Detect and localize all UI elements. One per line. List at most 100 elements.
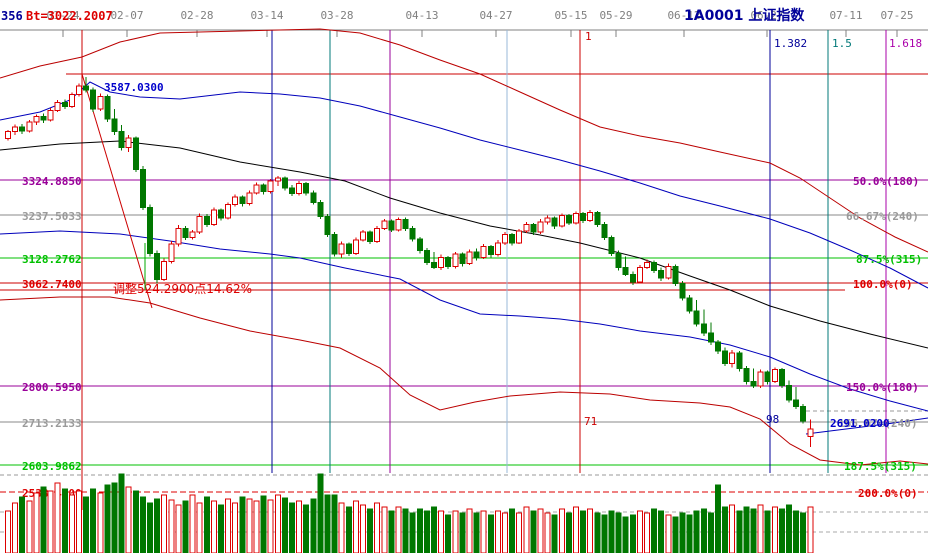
candle-down	[736, 352, 743, 370]
volume-bar	[360, 504, 366, 553]
volume-bar	[636, 510, 643, 553]
volume-bar	[502, 512, 508, 553]
candle-down	[139, 168, 146, 208]
volume-bar	[445, 514, 452, 553]
volume-bar	[125, 486, 132, 553]
adjustment-annotation: 调整524.2900点14.62%	[113, 282, 253, 296]
volume-bar	[402, 508, 409, 553]
candle-up	[452, 253, 459, 267]
fib-percent-label: 66.67%(240)	[846, 210, 919, 223]
candle-down	[317, 201, 324, 217]
candle-down	[651, 261, 658, 271]
volume-bar	[19, 496, 26, 553]
candle-down	[764, 371, 771, 383]
candle-down	[615, 252, 622, 269]
ma-blue-tail	[805, 417, 928, 435]
candle-down	[310, 192, 317, 203]
volume-bar	[416, 508, 423, 553]
volume-bar	[729, 504, 736, 553]
candle-down	[672, 265, 679, 284]
volume-bar	[5, 510, 11, 553]
candle-down	[487, 245, 494, 256]
price-level-label: 2800.5950	[22, 381, 82, 394]
volume-bar	[651, 508, 658, 553]
candle-down	[459, 253, 466, 265]
volume-bar	[736, 510, 743, 553]
candle-down	[260, 184, 267, 193]
date-label: 07-11	[829, 9, 862, 22]
volume-bar	[601, 514, 608, 553]
volume-bar	[154, 498, 161, 553]
candle-down	[324, 215, 331, 236]
volume-bar	[700, 508, 707, 553]
candle-up	[537, 221, 544, 233]
volume-bar	[580, 510, 587, 553]
last-price-label: 2691.0200	[830, 417, 890, 430]
candle-down	[800, 406, 807, 422]
volume-bar	[715, 484, 721, 553]
fib-percent-label: 200.0%(0)	[858, 487, 918, 500]
candle-up	[466, 251, 473, 265]
volume-bar	[367, 508, 374, 553]
candle-up	[494, 242, 501, 256]
candle-down	[345, 243, 352, 254]
price-level-label: 2713.2133	[22, 417, 82, 430]
volume-bar	[111, 482, 118, 553]
volume-bar	[218, 504, 224, 553]
volume-bar	[274, 494, 281, 553]
candle-down	[402, 219, 409, 229]
volume-bar	[68, 494, 75, 553]
candle-down	[281, 177, 288, 189]
fib-time-label-15: 1.5	[832, 37, 852, 50]
cycle-label-top: 1	[585, 30, 592, 43]
fib-percent-label: 166.67%(240)	[838, 417, 917, 430]
volume-bar	[168, 499, 175, 553]
price-level-label: 3587.0300	[104, 81, 164, 94]
volume-bar	[182, 500, 189, 553]
candle-down	[203, 215, 210, 225]
volume-bar	[239, 496, 246, 553]
volume-bar	[253, 500, 260, 553]
date-label: 02-28	[180, 9, 213, 22]
volume-bar	[438, 510, 445, 553]
candle-down	[423, 250, 430, 263]
candle-down	[132, 137, 139, 170]
candle-down	[83, 85, 90, 91]
candle-up	[558, 215, 565, 227]
candle-up	[807, 428, 814, 438]
volume-bar	[608, 510, 615, 553]
price-level-label: 2603.9862	[22, 460, 82, 473]
volume-bar	[431, 506, 437, 553]
candle-down	[19, 126, 26, 132]
volume-bar	[267, 499, 274, 553]
volume-bar	[83, 496, 90, 553]
volume-bar	[12, 502, 19, 553]
volume-bar	[743, 506, 750, 553]
volume-bar	[750, 508, 757, 553]
fib-percent-label: 187.5%(315)	[844, 460, 917, 473]
volume-bar	[388, 510, 395, 553]
volume-bar	[672, 516, 679, 553]
upper-band-red	[0, 28, 928, 253]
volume-bar	[615, 512, 622, 553]
volume-bar	[54, 482, 61, 553]
candle-down	[331, 234, 338, 255]
fib-time-label-1618: 1.618	[889, 37, 923, 50]
date-label: 04-27	[479, 9, 512, 22]
candle-up	[523, 223, 530, 232]
volume-bar	[296, 500, 303, 553]
volume-bar	[573, 506, 579, 553]
candle-up	[757, 371, 764, 387]
left-code-label: 356	[1, 9, 23, 23]
volume-bar	[196, 502, 203, 553]
candle-down	[629, 273, 636, 283]
cycle-label-right: 98	[766, 413, 780, 426]
volume-bar	[466, 508, 473, 553]
volume-bar	[76, 490, 82, 553]
fib-percent-label: 100.0%(0)	[853, 278, 913, 291]
date-label: 01-24	[46, 9, 79, 22]
volume-bar	[509, 508, 516, 553]
candle-up	[665, 265, 672, 279]
candle-up	[296, 182, 303, 195]
